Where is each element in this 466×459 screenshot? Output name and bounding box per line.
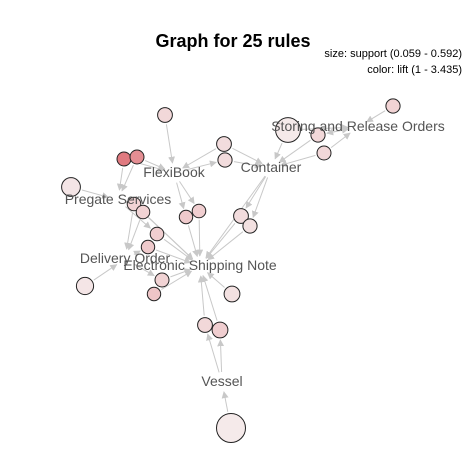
rule-node-r1 (216, 413, 246, 443)
edge-i3-r20 (125, 206, 151, 229)
legend-size: size: support (0.059 - 0.592) (324, 48, 462, 60)
edge-r18-i4 (124, 212, 134, 250)
edge-i1-r21 (176, 182, 186, 210)
edge-r2-i0 (302, 124, 349, 132)
edge-i2-r6 (245, 176, 267, 209)
rule-node-r4 (75, 276, 95, 296)
rule-node-r5 (223, 285, 241, 303)
rule-node-layer (61, 98, 401, 443)
edge-r24-i5 (170, 268, 192, 278)
rule-node-r11 (316, 145, 332, 161)
edge-r12-i0 (366, 110, 386, 123)
rule-node-r14 (197, 317, 213, 333)
edge-r4-i4 (93, 264, 118, 281)
edge-r8-i1 (182, 148, 217, 169)
edge-r1-i6 (221, 391, 229, 412)
rule-node-r22 (191, 203, 207, 219)
edge-r13-i1 (165, 124, 175, 164)
rule-node-r24 (154, 272, 170, 288)
item-label-3: Pregate Services (65, 191, 172, 207)
item-label-0: Storing and Release Orders (271, 118, 445, 134)
edge-r10-i2 (278, 139, 311, 163)
edge-r19-i4 (127, 220, 141, 251)
rule-node-r13 (157, 107, 173, 123)
edge-r16-i1 (145, 160, 166, 170)
edge-layer (81, 110, 386, 412)
edge-r9-i2 (233, 161, 262, 169)
edge-r3-i3 (81, 189, 110, 199)
graph-title: Graph for 25 rules (155, 31, 310, 51)
edge-r2-i2 (274, 142, 283, 160)
edge-r15-i3 (116, 167, 124, 191)
rule-node-r2 (275, 117, 301, 143)
rule-node-r15 (116, 151, 132, 167)
edge-r8-i2 (232, 147, 263, 164)
rule-node-r6 (233, 208, 249, 224)
item-label-5: Electronic Shipping Note (123, 257, 277, 273)
edge-i6-r17 (217, 339, 225, 373)
edge-i4-r23 (133, 250, 141, 258)
rule-node-r17 (211, 321, 229, 339)
rule-node-r8 (216, 136, 232, 152)
edge-i1-r9 (183, 160, 217, 171)
edge-r11-i0 (330, 132, 351, 148)
rule-node-r16 (129, 149, 145, 165)
edge-r23-i5 (155, 249, 192, 264)
rule-node-r3 (61, 177, 81, 197)
rule-node-r21 (178, 209, 194, 225)
rule-node-r7 (242, 218, 258, 234)
rule-node-r23 (140, 239, 156, 255)
edge-i0-r10 (326, 128, 349, 136)
edge-r16-i3 (121, 164, 134, 192)
item-label-6: Vessel (201, 373, 242, 389)
rule-node-r19 (135, 204, 151, 220)
edge-i1-r22 (179, 181, 195, 205)
edge-r17-i5 (201, 274, 218, 321)
rule-node-r20 (149, 226, 165, 242)
rule-node-r9 (217, 152, 233, 168)
legend-color: color: lift (1 - 3.435) (367, 64, 462, 76)
item-label-layer: Storing and Release Orders FlexiBook Conta… (65, 118, 445, 389)
edge-r6-i5 (205, 222, 236, 259)
edge-r25-i5 (161, 270, 193, 290)
edge-r7-i5 (207, 231, 244, 261)
edge-r5-i5 (206, 272, 225, 288)
item-label-2: Container (241, 159, 302, 175)
edge-i2-r7 (251, 177, 269, 219)
item-label-1: FlexiBook (143, 164, 205, 180)
edge-r11-i2 (279, 154, 316, 167)
edge-r20-i5 (163, 238, 193, 261)
rule-node-r25 (146, 286, 162, 302)
rule-node-r12 (385, 98, 401, 114)
edge-r22-i5 (196, 219, 204, 257)
edge-i4-r24 (133, 263, 155, 277)
item-label-4: Delivery Order (80, 250, 171, 266)
rule-node-r10 (310, 127, 326, 143)
edge-r21-i5 (187, 225, 199, 258)
edge-r14-i5 (197, 275, 205, 316)
edge-r19-i5 (149, 217, 194, 260)
edge-i6-r14 (206, 333, 220, 373)
